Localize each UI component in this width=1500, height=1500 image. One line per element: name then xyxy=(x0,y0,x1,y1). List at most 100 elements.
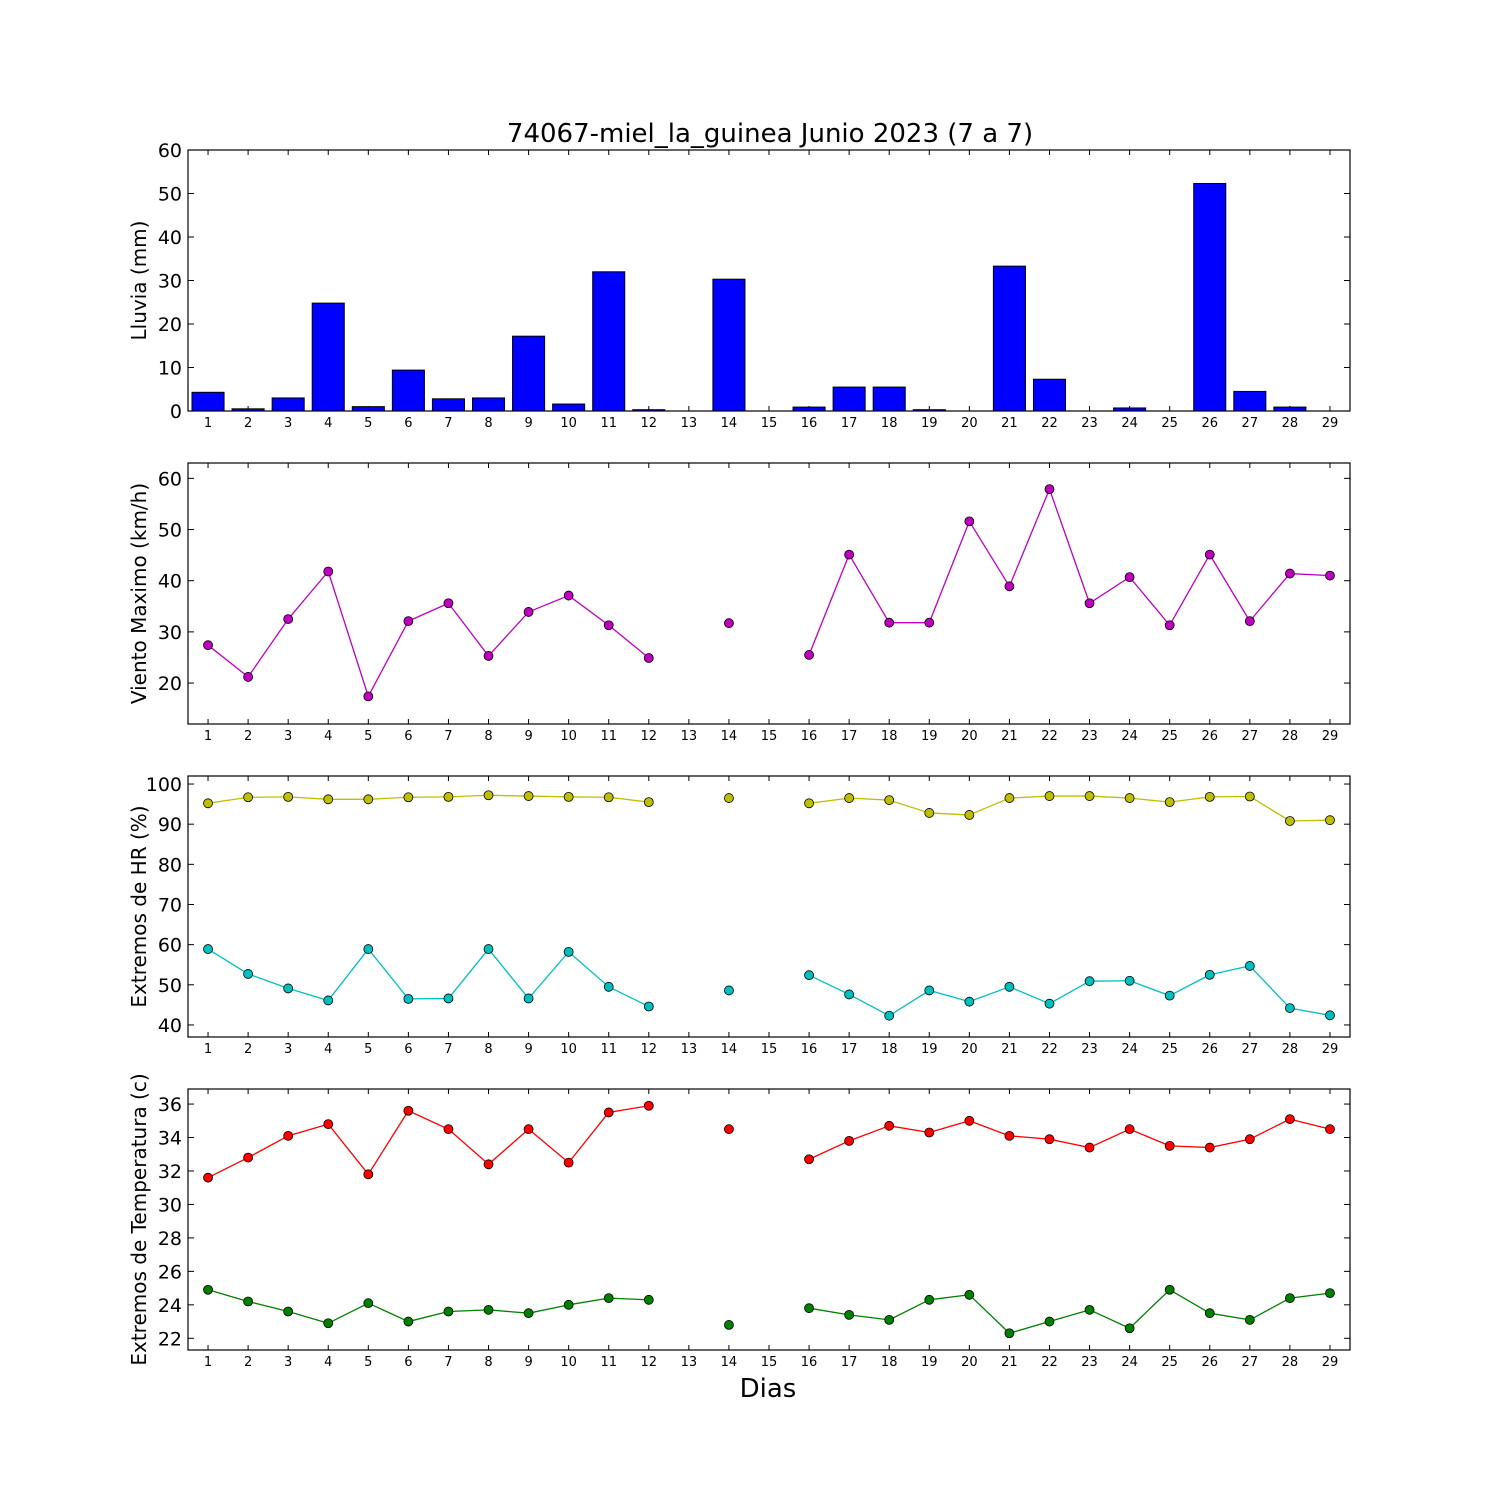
data-point xyxy=(1124,572,1135,583)
y-axis-label: Extremos de Temperatura (c) xyxy=(127,1073,151,1365)
rain-bar xyxy=(992,265,1026,412)
x-tick-label: 21 xyxy=(1001,1355,1018,1370)
y-tick-label: 20 xyxy=(158,673,182,695)
data-point xyxy=(1004,1328,1015,1339)
x-tick-label: 27 xyxy=(1242,1042,1259,1057)
series-line-segment xyxy=(1169,974,1211,997)
y-tick-label: 30 xyxy=(158,622,182,644)
x-tick-label: 6 xyxy=(404,729,412,744)
y-tick-label: 50 xyxy=(158,184,182,206)
series-line-segment xyxy=(608,986,650,1008)
data-point xyxy=(243,1296,254,1307)
data-point xyxy=(203,1172,213,1183)
x-tick-label: 23 xyxy=(1081,1355,1098,1370)
data-point xyxy=(1124,1323,1135,1334)
data-point xyxy=(403,993,414,1004)
x-tick-label: 1 xyxy=(204,1042,212,1057)
series-line-segment xyxy=(408,1110,449,1130)
x-tick-label: 9 xyxy=(524,1355,532,1370)
x-tick-label: 18 xyxy=(881,416,898,431)
data-point xyxy=(443,598,454,609)
data-point xyxy=(1044,1134,1055,1145)
x-tick-label: 15 xyxy=(761,1042,778,1057)
series-line-segment xyxy=(287,1123,329,1137)
series-line-segment xyxy=(1008,488,1051,587)
y-tick-label: 30 xyxy=(158,271,182,293)
series-line-segment xyxy=(1129,1289,1171,1329)
data-point xyxy=(563,590,574,601)
x-tick-label: 3 xyxy=(284,1355,292,1370)
data-point xyxy=(804,970,814,981)
series-line-segment xyxy=(929,989,970,1003)
data-point xyxy=(563,1157,574,1168)
data-point xyxy=(203,944,213,954)
data-point xyxy=(283,1130,294,1141)
x-tick-label: 8 xyxy=(484,1355,492,1370)
x-tick-label: 11 xyxy=(600,416,617,431)
series-line-segment xyxy=(1129,1128,1170,1147)
x-tick-label: 3 xyxy=(284,729,292,744)
rain-bar xyxy=(1113,407,1147,412)
data-point xyxy=(523,791,534,801)
x-tick-label: 1 xyxy=(204,729,212,744)
x-tick-label: 22 xyxy=(1041,1042,1058,1057)
x-tick-label: 7 xyxy=(444,729,452,744)
data-point xyxy=(403,616,414,627)
data-point xyxy=(563,946,574,957)
data-point xyxy=(1044,1316,1055,1327)
series-line-segment xyxy=(367,1110,409,1175)
rain-bar xyxy=(1032,378,1067,412)
data-point xyxy=(1004,1130,1015,1141)
series-line-segment xyxy=(1089,1128,1130,1149)
x-tick-label: 17 xyxy=(841,1355,858,1370)
series-line-segment xyxy=(1289,1118,1331,1130)
y-axis-label: Viento Maximo (km/h) xyxy=(127,483,151,704)
series-line-segment xyxy=(849,797,890,801)
x-tick-label: 8 xyxy=(484,729,492,744)
x-tick-label: 23 xyxy=(1081,1042,1098,1057)
series-line-segment xyxy=(929,1120,970,1134)
data-point xyxy=(1325,815,1335,826)
series-line-segment xyxy=(1169,1289,1211,1314)
series-line-segment xyxy=(1209,1138,1250,1149)
data-point xyxy=(483,651,494,661)
data-point xyxy=(203,1284,213,1295)
series-line-segment xyxy=(368,1302,409,1323)
y-axis-label: Extremos de HR (%) xyxy=(127,805,151,1007)
series-line-segment xyxy=(327,571,369,697)
x-tick-label: 29 xyxy=(1322,729,1339,744)
x-tick-label: 16 xyxy=(801,1355,818,1370)
data-point xyxy=(1084,976,1095,987)
data-point xyxy=(1244,961,1255,971)
series-line-segment xyxy=(1249,965,1291,1009)
x-tick-label: 1 xyxy=(204,1355,212,1370)
series-line-segment xyxy=(849,1314,890,1321)
series-line-segment xyxy=(488,948,530,999)
x-tick-label: 19 xyxy=(921,729,938,744)
data-point xyxy=(283,1306,294,1317)
data-point xyxy=(884,617,895,628)
data-point xyxy=(1004,793,1015,803)
series-line-segment xyxy=(1049,1138,1090,1149)
series-line-segment xyxy=(568,595,610,626)
rain-bar xyxy=(592,271,626,412)
data-point xyxy=(964,996,975,1007)
series-line-segment xyxy=(608,1297,649,1301)
data-point xyxy=(403,1316,414,1327)
rain-bar xyxy=(912,409,946,412)
series-line-segment xyxy=(568,951,610,988)
y-tick-label: 34 xyxy=(158,1128,182,1150)
x-tick-label: 23 xyxy=(1081,729,1098,744)
data-point xyxy=(243,792,254,803)
data-point xyxy=(523,1124,534,1135)
data-point xyxy=(643,1100,654,1111)
series-line-segment xyxy=(207,1157,249,1179)
data-point xyxy=(1284,568,1295,579)
data-point xyxy=(1244,1314,1255,1325)
x-tick-label: 26 xyxy=(1201,416,1218,431)
series-line-segment xyxy=(968,1294,1010,1334)
x-tick-label: 5 xyxy=(364,1042,372,1057)
x-tick-label: 20 xyxy=(961,1042,978,1057)
x-tick-label: 15 xyxy=(761,729,778,744)
